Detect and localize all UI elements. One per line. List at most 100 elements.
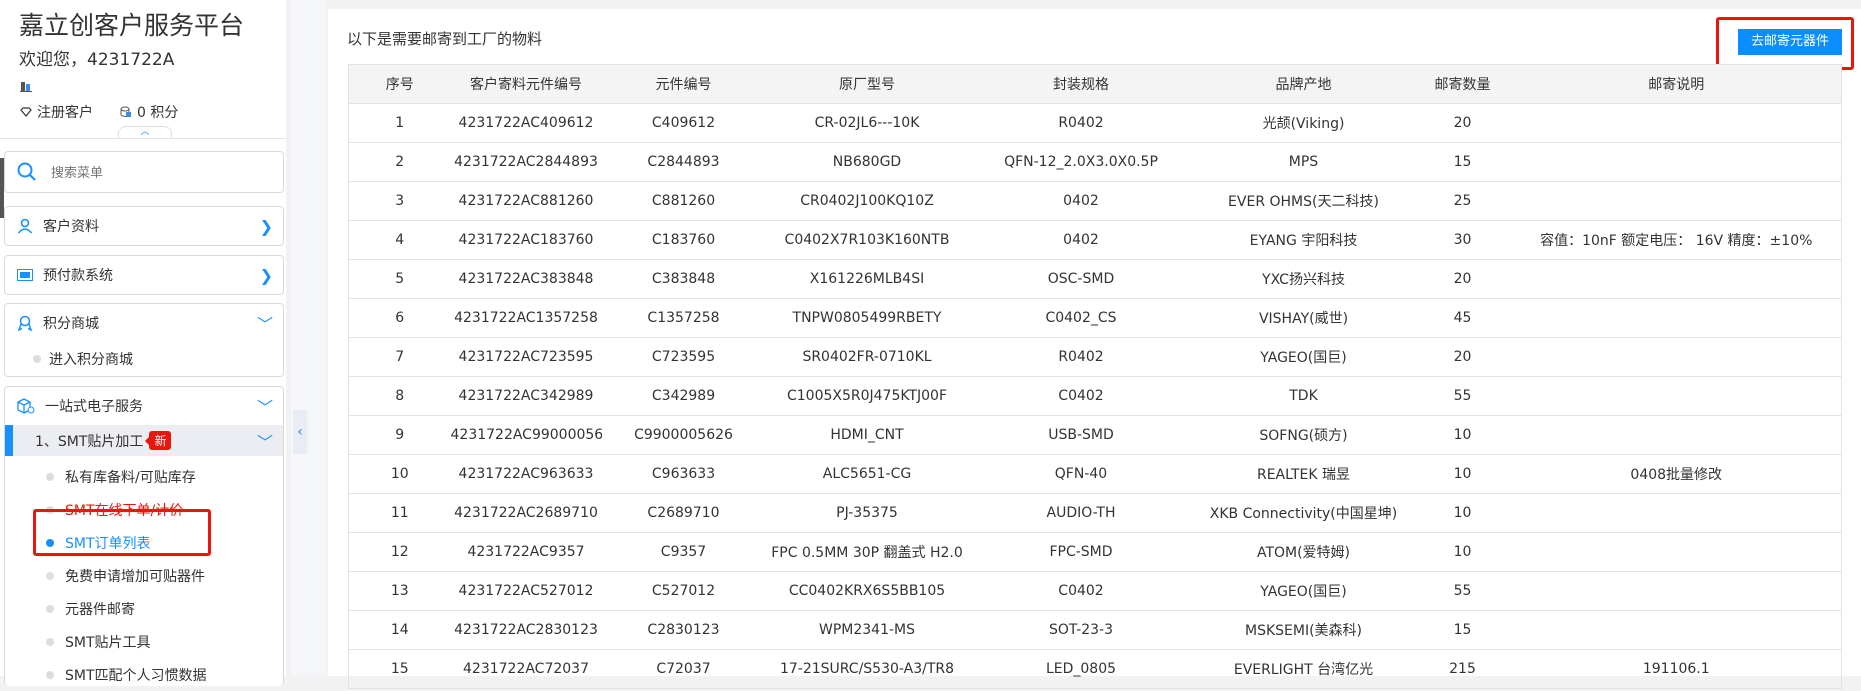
table-row: 94231722AC9900005626C9900005626HDMI_CNTU…: [348, 415, 1842, 455]
table-cell: [1511, 337, 1842, 377]
table-cell: REALTEK 瑞昱: [1193, 454, 1414, 494]
table-cell: C342989: [601, 376, 766, 416]
table-row: 12 4231722AC9357 C9357 FPC 0.5MM 30P 翻盖式 H2…: [348, 532, 1842, 572]
table-cell: PJ-35375: [765, 493, 969, 533]
collapse-sidebar-button[interactable]: ‹: [293, 410, 307, 454]
table-cell: C383848: [601, 259, 766, 299]
table-row: 13 4231722AC527012 C527012 CC0402KRX6S5BB10…: [348, 571, 1842, 611]
nav-one-stop-header[interactable]: 一站式电子服务 ﹀: [5, 387, 283, 425]
table-cell: 15: [1413, 142, 1512, 182]
table-cell: C0402X7R103K160NTB: [765, 220, 969, 260]
table-row: 11 4231722AC2689710 C2689710 PJ-35375 AUDIO-…: [348, 493, 1842, 533]
nav-smt-item[interactable]: SMT贴片工具: [5, 625, 283, 658]
table-cell: C0402: [968, 571, 1194, 611]
nav-prepay[interactable]: 预付款系统 ❯: [4, 255, 284, 295]
table-cell: 4231722AC963633: [450, 454, 602, 494]
table-cell: 20: [1413, 103, 1512, 143]
nav-prepay-label: 预付款系统: [43, 268, 113, 284]
table-cell: 10: [348, 454, 451, 494]
page-title: 以下是需要邮寄到工厂的物料: [347, 30, 543, 48]
table-cell: 6: [348, 298, 451, 338]
sidebar: 嘉立创客户服务平台 欢迎您，4231722A 注册客户 0 积分 ︿ 客户资料 …: [0, 0, 286, 686]
nav-smt-item[interactable]: 元器件邮寄: [5, 592, 283, 625]
table-cell: 4231722AC1357258: [450, 298, 602, 338]
member-type-label: 注册客户: [37, 105, 93, 121]
nav-customer-info[interactable]: 客户资料 ❯: [4, 206, 284, 246]
table-cell: SR0402FR-0710KL: [765, 337, 969, 377]
table-cell: C0402: [968, 376, 1194, 416]
table-header: 序号 客户寄料元件编号 元件编号 原厂型号 封装规格 品牌产地 邮寄数量 邮寄说明: [348, 64, 1842, 104]
table-cell: 4231722AC881260: [450, 181, 602, 221]
table-row: 4 4231722AC183760 C183760 C0402X7R103K160NT…: [348, 220, 1842, 260]
nav-enter-points-mall-label: 进入积分商城: [49, 351, 133, 368]
table-cell: ALC5651-CG: [765, 454, 969, 494]
table-cell: 215: [1413, 649, 1512, 689]
divider: [0, 138, 286, 139]
bullet-icon: [46, 605, 54, 613]
package-icon: [17, 398, 35, 414]
table-cell: TNPW0805499RBETY: [765, 298, 969, 338]
user-icon: [17, 218, 33, 234]
column-header: 客户寄料元件编号: [450, 64, 602, 104]
nav-smt-label: 1、SMT贴片加工: [35, 433, 144, 450]
table-cell: 45: [1413, 298, 1512, 338]
table-cell: VISHAY(威世): [1193, 298, 1414, 338]
highlight-box: [1716, 17, 1854, 70]
table-cell: 4231722AC183760: [450, 220, 602, 260]
points[interactable]: 0 积分: [120, 102, 178, 122]
nav-enter-points-mall[interactable]: 进入积分商城: [5, 342, 283, 375]
scroll-indicator[interactable]: [0, 158, 4, 218]
smt-submenu: 私有库备料/可贴库存 SMT在线下单/计价 SMT订单列表 免费申请增加可贴器件 元器件…: [5, 460, 283, 691]
table-cell: 30: [1413, 220, 1512, 260]
bullet-icon: [46, 671, 54, 679]
menu-search[interactable]: [4, 151, 284, 193]
table-cell: 容值：10nF 额定电压： 16V 精度：±10%: [1511, 220, 1842, 260]
menu-search-input[interactable]: [51, 164, 251, 180]
table-row: 10 4231722AC963633 C963633 ALC5651-CG QFN-40…: [348, 454, 1842, 494]
table-cell: [1511, 571, 1842, 611]
table-cell: 20: [1413, 337, 1512, 377]
table-cell: XKB Connectivity(中国星坤): [1193, 493, 1414, 533]
mail-components-button[interactable]: 去邮寄元器件: [1738, 29, 1842, 55]
table-cell: CR0402J100KQ10Z: [765, 181, 969, 221]
table-cell: NB680GD: [765, 142, 969, 182]
nav-smt-item-label: SMT贴片工具: [65, 634, 151, 651]
table-cell: [1511, 532, 1842, 572]
table-row: 8 4231722AC342989 C342989 C1005X5R0J475KTJ0…: [348, 376, 1842, 416]
nav-points-mall-header[interactable]: 积分商城 ﹀: [5, 304, 283, 342]
table-cell: LED_0805: [968, 649, 1194, 689]
table-cell: MPS: [1193, 142, 1414, 182]
table-cell: 11: [348, 493, 451, 533]
table-cell: YXC扬兴科技: [1193, 259, 1414, 299]
table-row: 14 4231722AC2830123 C2830123 WPM2341-MS SOT-…: [348, 610, 1842, 650]
nav-smt-item[interactable]: 私有库备料/可贴库存: [5, 460, 283, 493]
table-cell: 4231722AC409612: [450, 103, 602, 143]
table-cell: YAGEO(国巨): [1193, 337, 1414, 377]
nav-smt[interactable]: 1、SMT贴片加工 新 ﹀: [5, 425, 283, 456]
column-header: 封装规格: [968, 64, 1194, 104]
table-cell: 8: [348, 376, 451, 416]
table-cell: C963633: [601, 454, 766, 494]
nav-smt-item[interactable]: 免费申请增加可贴器件: [5, 559, 283, 592]
table-cell: EVERLIGHT 台湾亿光: [1193, 649, 1414, 689]
table-cell: 4231722AC9357: [450, 532, 602, 572]
nav-smt-item-label: SMT订单列表: [65, 535, 151, 552]
nav-smt-item[interactable]: SMT订单列表: [5, 526, 283, 559]
table-cell: 1: [348, 103, 451, 143]
nav-smt-item[interactable]: SMT匹配个人习惯数据: [5, 658, 283, 691]
nav-customer-info-label: 客户资料: [43, 219, 99, 235]
table-cell: 4231722AC342989: [450, 376, 602, 416]
chevron-right-icon: ❯: [259, 216, 273, 236]
table-cell: C72037: [601, 649, 766, 689]
table-cell: [1511, 415, 1842, 455]
bullet-icon: [33, 355, 41, 363]
table-cell: FPC 0.5MM 30P 翻盖式 H2.0: [765, 532, 969, 572]
collapse-header-button[interactable]: ︿: [118, 126, 172, 138]
table-row: 15 4231722AC72037 C72037 17-21SURC/S530-A3/…: [348, 649, 1842, 689]
table-cell: C183760: [601, 220, 766, 260]
table-cell: 0402: [968, 220, 1194, 260]
table-cell: OSC-SMD: [968, 259, 1194, 299]
table-cell: C1005X5R0J475KTJ00F: [765, 376, 969, 416]
table-cell: X161226MLB4SI: [765, 259, 969, 299]
table-cell: 4231722AC723595: [450, 337, 602, 377]
